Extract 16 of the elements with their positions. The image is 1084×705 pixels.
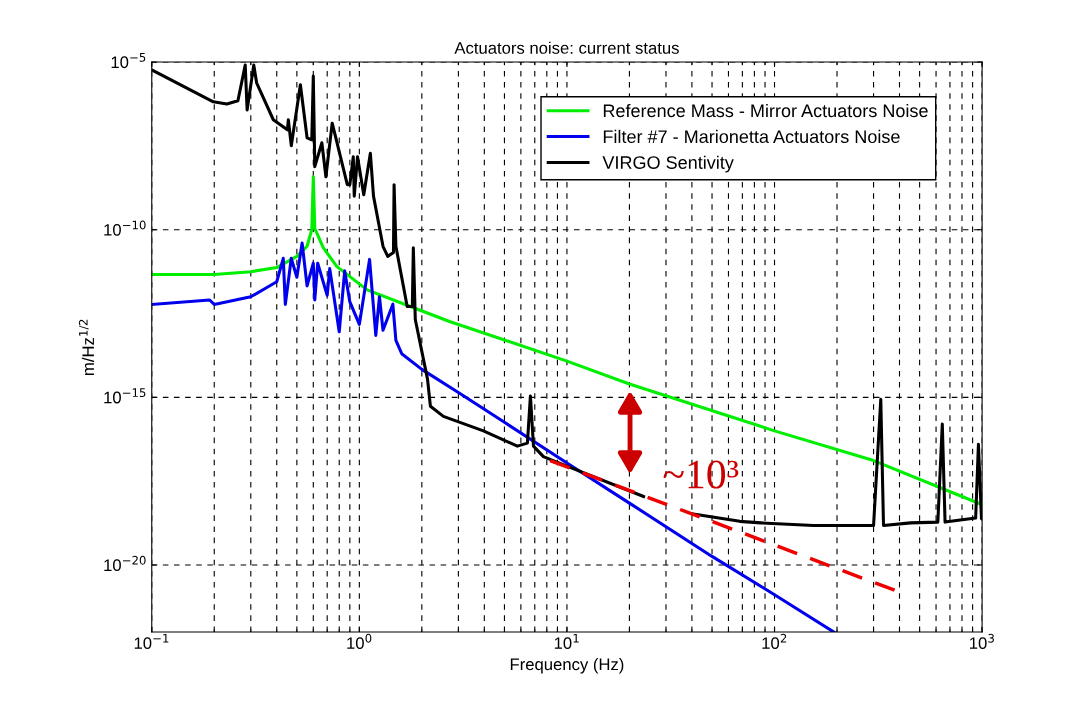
x-tick-label: 10$^{2}$ [762,633,787,650]
y-axis-title: m/Hz$^{1/2}$ [78,319,95,375]
y-tick-label: 10$^{−20}$ [104,555,146,572]
chart-title: Actuators noise: current status [454,41,679,54]
legend-label: VIRGO Sentivity [602,155,734,173]
y-tick-label: 10$^{−15}$ [104,388,146,404]
legend-label: Reference Mass - Mirror Actuators Noise [603,103,928,118]
x-tick-label: 10$^{1}$ [554,633,579,650]
annotation: ~10³ [663,460,739,489]
y-tick-label: 10$^{−5}$ [111,53,146,69]
x-tick-label: 10$^{−1}$ [134,633,169,650]
x-tick-label: 10$^{3}$ [970,633,994,650]
y-tick-label: 10$^{−10}$ [104,220,146,236]
x-axis-title: Frequency (Hz) [510,657,624,674]
x-tick-label: 10$^{0}$ [347,633,372,650]
legend-label: Filter #7 - Marionetta Actuators Noise [603,129,900,144]
